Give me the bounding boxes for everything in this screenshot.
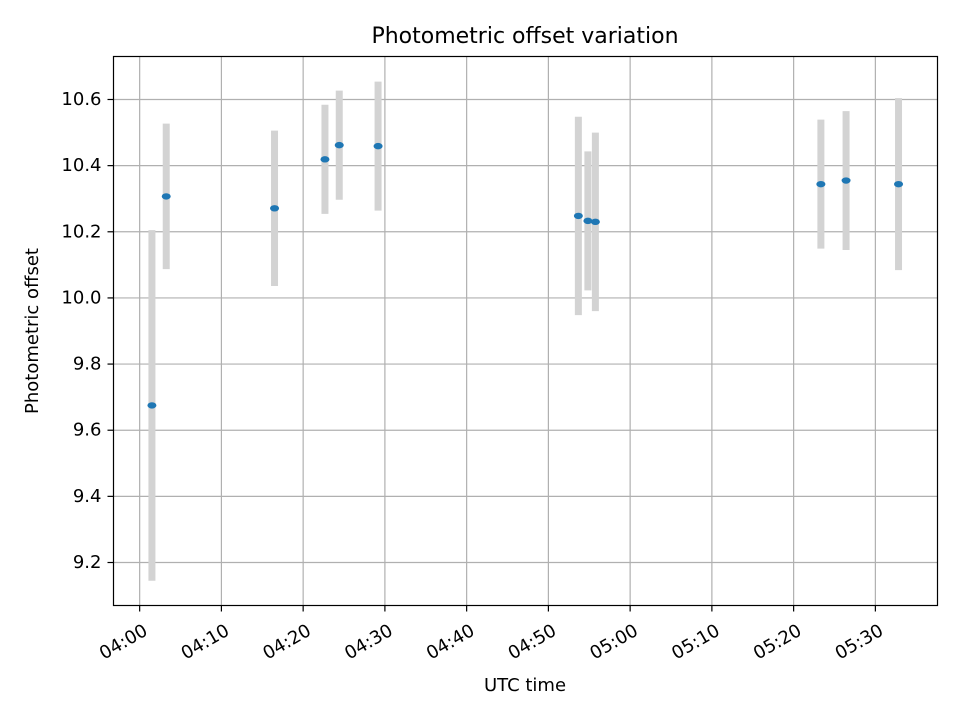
y-tick-label: 10.4 <box>61 155 101 176</box>
y-tick-label: 9.8 <box>73 354 102 375</box>
chart-title: Photometric offset variation <box>371 24 678 49</box>
data-point <box>894 180 904 188</box>
data-point <box>270 205 280 212</box>
y-tick-label: 9.2 <box>73 552 102 573</box>
y-axis-label: Photometric offset <box>22 248 43 414</box>
data-point <box>373 142 383 150</box>
y-axis-ticks: 9.2 9.4 9.6 9.8 10.0 10.2 10.4 10.6 <box>61 89 114 573</box>
data-point <box>816 180 826 188</box>
data-point <box>147 402 157 409</box>
y-tick-label: 10.6 <box>61 89 101 110</box>
x-axis-label: UTC time <box>484 675 566 696</box>
data-point <box>573 212 583 220</box>
y-tick-label: 9.6 <box>73 420 102 441</box>
data-points <box>147 141 904 409</box>
data-point <box>590 218 600 226</box>
grid-lines <box>113 56 938 606</box>
y-tick-label: 10.2 <box>61 221 101 242</box>
data-point <box>320 156 330 163</box>
plot-area-frame <box>112 55 939 607</box>
data-point <box>583 217 593 225</box>
data-point <box>841 177 851 184</box>
data-point <box>161 193 171 200</box>
data-point <box>334 141 344 149</box>
y-tick-label: 9.4 <box>73 486 102 507</box>
y-tick-label: 10.0 <box>61 287 101 308</box>
